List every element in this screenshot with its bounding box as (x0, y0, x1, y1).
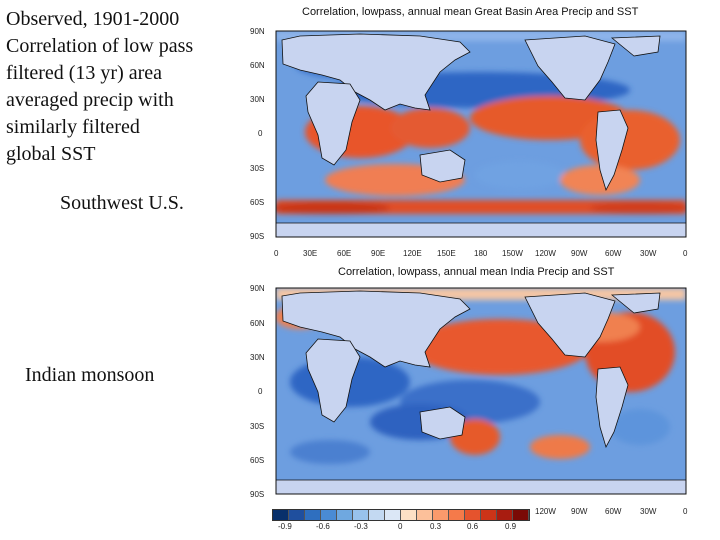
colorbar-swatch (513, 510, 529, 520)
lon-tick: 120W (535, 507, 556, 516)
lon-tick: 120E (403, 249, 422, 258)
colorbar: -0.9 -0.6 -0.3 0 0.3 0.6 0.9 (272, 509, 530, 539)
colorbar-tick: 0.9 (505, 522, 517, 531)
lon-tick: 150E (437, 249, 456, 258)
lat-tick: 0 (258, 129, 263, 138)
lat-tick: 0 (258, 387, 263, 396)
lon-tick: 120W (535, 249, 556, 258)
lon-tick: 30E (303, 249, 318, 258)
intro-line: global SST (6, 143, 96, 165)
lat-tick: 60S (250, 198, 265, 207)
colorbar-swatch (353, 510, 369, 520)
lon-tick: 60W (605, 507, 622, 516)
colorbar-swatch (289, 510, 305, 520)
map-plot (275, 287, 687, 495)
lat-tick: 60S (250, 456, 265, 465)
lon-tick: 0 (683, 249, 688, 258)
lon-tick: 0 (274, 249, 279, 258)
colorbar-swatch (417, 510, 433, 520)
intro-line: filtered (13 yr) area (6, 62, 163, 84)
colorbar-swatch (465, 510, 481, 520)
lon-tick: 30W (640, 249, 657, 258)
lon-tick: 90E (371, 249, 386, 258)
colorbar-swatch (369, 510, 385, 520)
colorbar-swatch (481, 510, 497, 520)
lon-tick: 180 (474, 249, 488, 258)
colorbar-tick: -0.6 (316, 522, 330, 531)
label-india: Indian monsoon (25, 364, 155, 386)
lat-tick: 30N (250, 353, 265, 362)
colorbar-swatch (433, 510, 449, 520)
intro-line: Observed, 1901-2000 (6, 8, 180, 30)
map-title: Correlation, lowpass, annual mean India … (338, 266, 615, 278)
intro-text: Observed, 1901-2000 Correlation of low p… (6, 6, 232, 168)
colorbar-swatches (272, 509, 530, 521)
lat-tick: 90S (250, 490, 265, 499)
lon-tick: 60E (337, 249, 352, 258)
lon-tick: 90W (571, 507, 588, 516)
lat-tick: 60N (250, 319, 265, 328)
colorbar-swatch (305, 510, 321, 520)
colorbar-tick: -0.3 (354, 522, 368, 531)
lon-tick: 30W (640, 507, 657, 516)
lat-tick: 30N (250, 95, 265, 104)
lat-tick: 30S (250, 422, 265, 431)
map-great-basin: Correlation, lowpass, annual mean Great … (250, 6, 688, 258)
lon-tick: 90W (571, 249, 588, 258)
colorbar-tick: 0.3 (430, 522, 442, 531)
colorbar-tick: 0.6 (467, 522, 479, 531)
lon-tick: 150W (502, 249, 523, 258)
lat-tick: 90S (250, 232, 265, 241)
lat-tick: 90N (250, 284, 265, 293)
intro-line: Correlation of low pass (6, 35, 194, 57)
colorbar-swatch (385, 510, 401, 520)
lon-tick: 60W (605, 249, 622, 258)
map-title: Correlation, lowpass, annual mean Great … (302, 6, 639, 18)
label-southwest: Southwest U.S. (60, 192, 184, 214)
lat-tick: 90N (250, 27, 265, 36)
intro-line: averaged precip with (6, 89, 174, 111)
colorbar-tick: 0 (398, 522, 403, 531)
colorbar-swatch (449, 510, 465, 520)
colorbar-swatch (337, 510, 353, 520)
intro-line: similarly filtered (6, 116, 140, 138)
lat-tick: 30S (250, 164, 265, 173)
colorbar-swatch (273, 510, 289, 520)
colorbar-swatch (401, 510, 417, 520)
colorbar-tick: -0.9 (278, 522, 292, 531)
lat-tick: 60N (250, 61, 265, 70)
map-india: Correlation, lowpass, annual mean India … (0, 262, 720, 540)
colorbar-swatch (497, 510, 513, 520)
map-plot (275, 30, 687, 238)
lon-tick: 0 (683, 507, 688, 516)
colorbar-swatch (321, 510, 337, 520)
